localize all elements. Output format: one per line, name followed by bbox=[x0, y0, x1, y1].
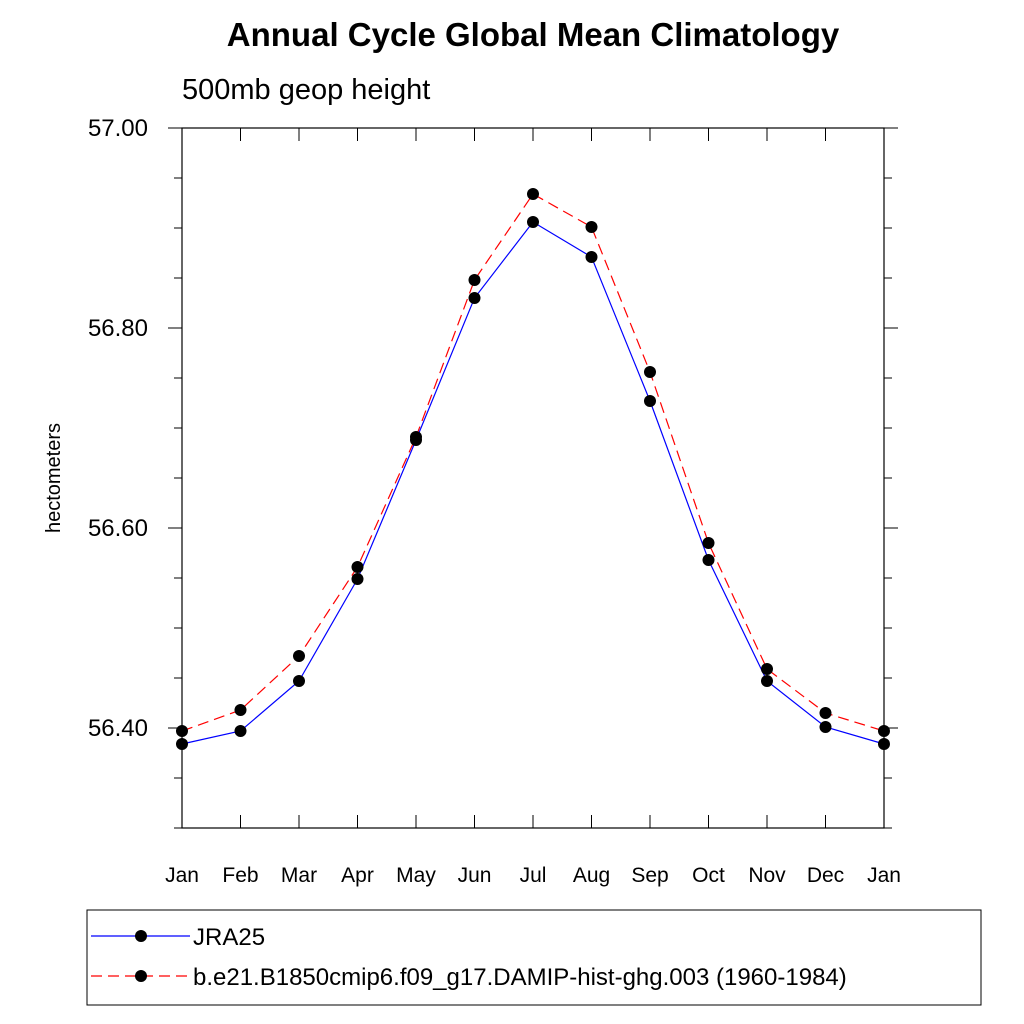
x-tick-label: Apr bbox=[341, 864, 374, 887]
series-line-1 bbox=[181, 221, 885, 745]
x-tick-label: Mar bbox=[281, 864, 317, 887]
x-tick-label: Dec bbox=[807, 864, 844, 887]
series-2-point bbox=[468, 274, 481, 286]
series-2-point bbox=[176, 725, 188, 737]
legend-items: JRA25 b.e21.B1850cmip6.f09_g17.DAMIP-hist… bbox=[91, 924, 847, 991]
series-1-point bbox=[468, 292, 481, 304]
series-1-point bbox=[644, 395, 656, 407]
legend-label-2: b.e21.B1850cmip6.f09_g17.DAMIP-hist-ghg.… bbox=[193, 964, 847, 991]
x-tick-label: Jan bbox=[165, 864, 199, 887]
series-2-point bbox=[761, 663, 773, 675]
series-1-point bbox=[351, 573, 364, 585]
x-tick-label: Jan bbox=[867, 864, 901, 887]
series-2-point bbox=[234, 704, 247, 716]
x-tick-label: Sep bbox=[631, 864, 668, 887]
x-tick-label: Aug bbox=[573, 864, 610, 887]
x-tick-label: Jul bbox=[520, 864, 547, 887]
x-tick-label: Jun bbox=[458, 864, 492, 887]
chart-title: Annual Cycle Global Mean Climatology bbox=[227, 16, 840, 53]
series-2-point bbox=[293, 650, 305, 662]
series-1-point bbox=[819, 721, 832, 733]
chart-subtitle: 500mb geop height bbox=[182, 74, 430, 106]
series-2-point bbox=[410, 431, 422, 443]
y-tick-label: 56.80 bbox=[88, 315, 148, 342]
series-1-point bbox=[702, 554, 715, 566]
series-2-point bbox=[878, 725, 890, 737]
series-layer bbox=[176, 188, 890, 750]
legend-marker-2 bbox=[135, 970, 147, 982]
legend: JRA25 b.e21.B1850cmip6.f09_g17.DAMIP-hist… bbox=[86, 909, 982, 1006]
x-tick-label: Nov bbox=[748, 864, 786, 887]
series-2-point bbox=[527, 188, 539, 200]
legend-box bbox=[86, 909, 982, 1006]
series-2-point bbox=[819, 707, 832, 719]
plot-frame bbox=[181, 127, 885, 829]
series-1-point bbox=[176, 738, 188, 750]
series-1-point bbox=[878, 738, 890, 750]
series-2-point bbox=[585, 221, 598, 233]
y-tick-label: 57.00 bbox=[88, 115, 148, 142]
y-tick-label: 56.60 bbox=[88, 515, 148, 542]
x-tick-label: Feb bbox=[222, 864, 258, 887]
x-tick-label: Oct bbox=[692, 864, 725, 887]
series-1-point bbox=[585, 251, 598, 263]
axis-ticks bbox=[168, 127, 898, 829]
legend-label-1: JRA25 bbox=[193, 924, 265, 951]
series-2-point bbox=[644, 366, 656, 378]
x-tick-labels: Jan Feb Mar Apr May Jun Jul Aug Sep Oct Nov Dec Jan bbox=[165, 864, 901, 887]
y-tick-labels: 56.40 56.60 56.80 57.00 bbox=[88, 115, 148, 742]
legend-marker-1 bbox=[135, 930, 147, 942]
series-2-point bbox=[702, 537, 715, 549]
series-1-point bbox=[293, 675, 305, 687]
series-line-2 bbox=[181, 193, 885, 732]
y-axis-label: hectometers bbox=[43, 423, 65, 533]
series-1-point bbox=[527, 216, 539, 228]
y-tick-label: 56.40 bbox=[88, 715, 148, 742]
x-tick-label: May bbox=[396, 864, 436, 887]
series-1-point bbox=[234, 725, 247, 737]
series-1-point bbox=[761, 675, 773, 687]
series-2-point bbox=[351, 561, 364, 573]
